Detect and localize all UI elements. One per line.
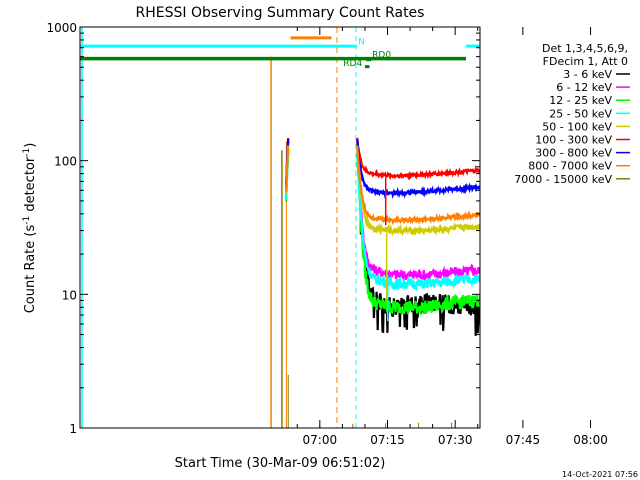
legend-entry-6: 300 - 800 keV — [535, 147, 612, 160]
x-axis-label: Start Time (30-Mar-09 06:51:02) — [175, 456, 386, 471]
legend-entry-7: 800 - 7000 keV — [528, 160, 612, 173]
y-tick-label-1: 10 — [62, 288, 77, 302]
chart-title: RHESSI Observing Summary Count Rates — [136, 5, 425, 21]
legend-entry-5: 100 - 300 keV — [535, 134, 612, 147]
y-axis-label: Count Rate (s-1 detector-1) — [22, 143, 38, 314]
y-tick-label-3: 1000 — [46, 21, 77, 35]
legend-header-1: FDecim 1, Att 0 — [543, 55, 628, 68]
y-tick-label-0: 1 — [69, 422, 77, 436]
x-tick-label-0: 07:00 — [303, 433, 338, 447]
annotation-label-rd4: RD4 — [343, 59, 362, 69]
legend-entry-3: 25 - 50 keV — [549, 107, 612, 120]
legend-entry-0: 3 - 6 keV — [563, 68, 612, 81]
plot-frame — [79, 26, 481, 429]
axes-layer: 07:0007:1507:3007:4508:0008:1508:3011010… — [46, 21, 608, 447]
legend: Det 1,3,4,5,6,9,FDecim 1, Att 03 - 6 keV… — [514, 42, 630, 186]
x-tick-label-2: 07:30 — [438, 433, 473, 447]
x-tick-label-1: 07:15 — [370, 433, 405, 447]
x-tick-label-3: 07:45 — [506, 433, 541, 447]
legend-entry-8: 7000 - 15000 keV — [514, 173, 612, 186]
legend-entry-4: 50 - 100 keV — [542, 120, 612, 133]
footer-date: 14-Oct-2021 07:56 — [562, 470, 638, 479]
series-line-7 — [285, 145, 480, 226]
x-tick-label-4: 08:00 — [573, 433, 608, 447]
annotation-label-rd0: RD0 — [372, 51, 391, 61]
annotation-label-n: N — [358, 37, 365, 47]
legend-entry-1: 6 - 12 keV — [556, 81, 612, 94]
legend-entry-2: 12 - 25 keV — [549, 94, 612, 107]
legend-header-0: Det 1,3,4,5,6,9, — [542, 42, 628, 55]
y-tick-label-2: 100 — [54, 155, 77, 169]
series-layer — [285, 137, 480, 336]
